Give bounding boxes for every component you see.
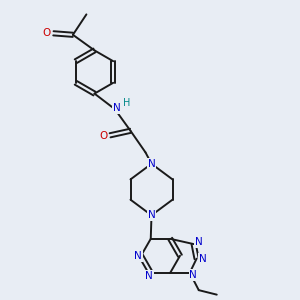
Text: N: N	[148, 159, 155, 169]
Text: O: O	[43, 28, 51, 38]
Text: N: N	[190, 270, 197, 280]
Text: N: N	[148, 210, 155, 220]
Text: N: N	[195, 237, 203, 247]
Text: H: H	[123, 98, 130, 108]
Text: N: N	[112, 103, 120, 113]
Text: O: O	[99, 131, 108, 141]
Text: N: N	[146, 271, 153, 281]
Text: N: N	[199, 254, 206, 264]
Text: N: N	[134, 251, 142, 261]
